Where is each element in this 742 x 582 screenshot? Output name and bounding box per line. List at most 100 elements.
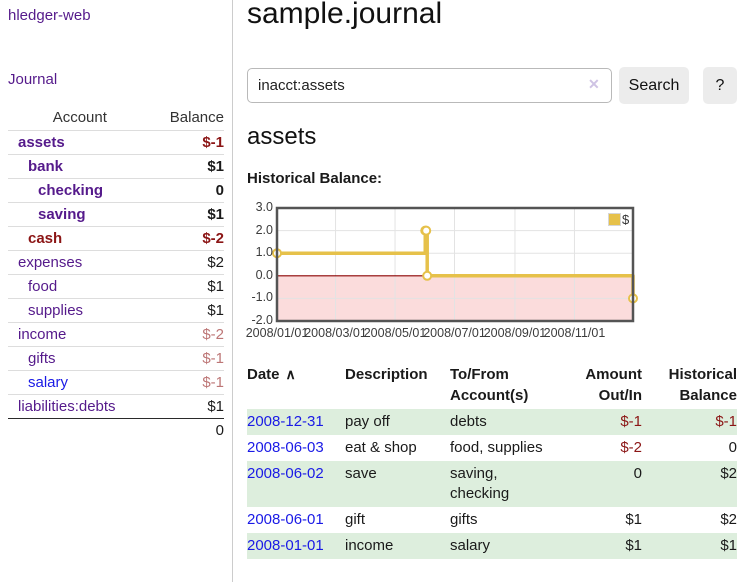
- account-link-liabilities-debts[interactable]: liabilities:debts: [18, 398, 116, 415]
- column-header-balance: Historical Balance: [668, 366, 737, 404]
- account-row: supplies $1: [8, 298, 224, 323]
- account-balance: $1: [207, 206, 224, 223]
- account-balance: $1: [207, 302, 224, 319]
- accounts-header-balance: Balance: [169, 109, 224, 126]
- account-heading: assets: [247, 123, 317, 150]
- search-input[interactable]: [247, 68, 612, 103]
- legend-swatch-icon: [608, 213, 621, 226]
- account-row: assets $-1: [8, 130, 224, 155]
- y-axis-tick-label: 1.0: [255, 245, 273, 260]
- accounts-cell: saving, checking: [450, 465, 510, 502]
- account-link-expenses[interactable]: expenses: [18, 254, 83, 271]
- account-balance: $2: [207, 254, 224, 271]
- main-content: sample.journal ✕ Search ? assets Histori…: [245, 0, 737, 582]
- date-link[interactable]: 2008-06-03: [247, 439, 324, 456]
- amount-cell: $1: [625, 511, 642, 528]
- account-link-cash[interactable]: cash: [28, 230, 63, 247]
- help-button[interactable]: ?: [703, 67, 737, 104]
- account-balance: $-2: [202, 230, 224, 247]
- x-axis-tick-label: 2008/01/01: [245, 326, 309, 340]
- table-row: 2008-01-01 income salary $1 $1: [247, 533, 737, 559]
- amount-cell: $1: [625, 537, 642, 554]
- column-header-description: Description: [345, 366, 428, 383]
- description-cell: gift: [345, 511, 366, 528]
- sidebar-item-journal[interactable]: Journal: [8, 71, 58, 88]
- y-axis-tick-label: -1.0: [251, 290, 273, 305]
- account-row: expenses $2: [8, 250, 224, 275]
- account-balance: $1: [207, 158, 224, 175]
- page-title: sample.journal: [247, 0, 443, 30]
- balance-cell: $-1: [715, 413, 737, 430]
- search-form: ✕ Search ?: [247, 67, 737, 104]
- x-axis-tick-label: 2008/05/01: [363, 326, 427, 340]
- table-row: 2008-06-01 gift gifts $1 $2: [247, 507, 737, 533]
- accounts-table: Account Balance assets $-1 bank $1 check…: [8, 106, 224, 442]
- accounts-total-balance: 0: [215, 422, 224, 439]
- column-header-date[interactable]: Date ∧: [247, 366, 296, 383]
- accounts-cell: salary: [450, 537, 491, 554]
- column-header-amount: Amount Out/In: [585, 366, 642, 404]
- account-link-checking[interactable]: checking: [38, 182, 104, 199]
- y-axis-tick-label: 3.0: [255, 200, 273, 214]
- sidebar: hledger-web Journal Account Balance asse…: [0, 0, 233, 582]
- x-axis-tick-label: 2008/03/01: [304, 326, 367, 340]
- column-header-accounts: To/From Account(s): [450, 366, 529, 404]
- account-row: checking 0: [8, 178, 224, 203]
- balance-chart: $ 3.0 2.0 1.0 0.0 -1.0 -2.0 2008/01/01 2008/03/…: [245, 200, 737, 354]
- account-row: income $-2: [8, 322, 224, 347]
- accounts-header-account: Account: [52, 109, 107, 126]
- date-link[interactable]: 2008-12-31: [247, 413, 324, 430]
- accounts-cell: food, supplies: [450, 439, 543, 456]
- chart-legend: $: [608, 212, 629, 227]
- search-button[interactable]: Search: [619, 67, 689, 104]
- account-link-assets[interactable]: assets: [18, 134, 65, 151]
- chart-title: Historical Balance:: [247, 170, 383, 187]
- y-axis-tick-label: 2.0: [255, 222, 273, 237]
- table-row: 2008-12-31 pay off debts $-1 $-1: [247, 409, 737, 435]
- account-link-salary[interactable]: salary: [28, 374, 69, 391]
- account-link-income[interactable]: income: [18, 326, 67, 343]
- account-balance: $1: [207, 398, 224, 415]
- account-row: saving $1: [8, 202, 224, 227]
- description-cell: pay off: [345, 413, 390, 430]
- amount-cell: 0: [633, 465, 642, 482]
- accounts-header-row: Account Balance: [8, 106, 224, 131]
- account-balance: $-1: [202, 374, 224, 391]
- x-axis-tick-label: 2008/09/01: [483, 326, 547, 340]
- account-row: salary $-1: [8, 370, 224, 395]
- accounts-cell: debts: [450, 413, 487, 430]
- account-balance: $-2: [202, 326, 224, 343]
- account-balance: $-1: [202, 350, 224, 367]
- balance-cell: 0: [728, 439, 737, 456]
- account-row: gifts $-1: [8, 346, 224, 371]
- account-balance: 0: [215, 182, 224, 199]
- account-link-bank[interactable]: bank: [28, 158, 64, 175]
- table-row: 2008-06-03 eat & shop food, supplies $-2…: [247, 435, 737, 461]
- account-balance: $-1: [202, 134, 224, 151]
- sort-ascending-icon: ∧: [285, 366, 296, 382]
- account-row: food $1: [8, 274, 224, 299]
- account-row: bank $1: [8, 154, 224, 179]
- y-axis-tick-label: 0.0: [255, 267, 273, 282]
- account-balance: $1: [207, 278, 224, 295]
- register-header-row: Date ∧ Description To/From Account(s) Amo…: [247, 360, 737, 409]
- account-link-gifts[interactable]: gifts: [28, 350, 56, 367]
- amount-cell: $-2: [620, 439, 642, 456]
- description-cell: eat & shop: [345, 439, 417, 456]
- date-link[interactable]: 2008-06-02: [247, 465, 324, 482]
- date-link[interactable]: 2008-06-01: [247, 511, 324, 528]
- accounts-total-row: 0: [8, 418, 224, 443]
- balance-cell: $2: [720, 465, 737, 482]
- description-cell: income: [345, 537, 394, 554]
- account-link-saving[interactable]: saving: [38, 206, 86, 223]
- clear-search-icon[interactable]: ✕: [588, 76, 600, 92]
- account-row: liabilities:debts $1: [8, 394, 224, 419]
- account-link-food[interactable]: food: [28, 278, 58, 295]
- accounts-cell: gifts: [450, 511, 478, 528]
- date-link[interactable]: 2008-01-01: [247, 537, 324, 554]
- table-row: 2008-06-02 save saving, checking 0 $2: [247, 461, 737, 507]
- balance-cell: $1: [720, 537, 737, 554]
- brand-link[interactable]: hledger-web: [8, 7, 91, 24]
- account-link-supplies[interactable]: supplies: [28, 302, 84, 319]
- x-axis-tick-label: 2008/11/01: [543, 326, 606, 340]
